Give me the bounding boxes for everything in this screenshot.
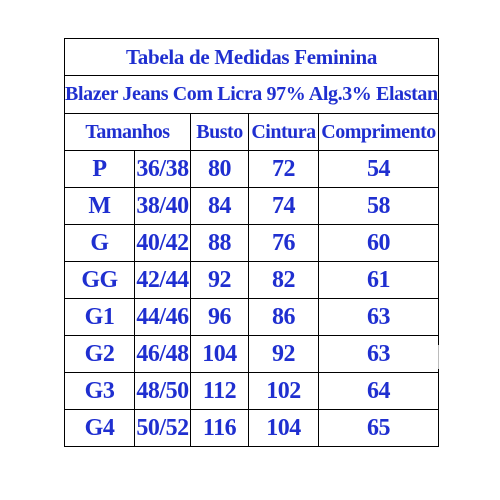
range-cell: 50/52 — [134, 409, 191, 447]
table-row: G3 48/50 112 102 64 — [64, 372, 440, 410]
header-comprimento: Comprimento — [317, 113, 440, 151]
table-row: G4 50/52 116 104 65 — [64, 409, 440, 447]
header-row: Tamanhos Busto Cintura Comprimento — [64, 113, 440, 151]
divider — [438, 345, 439, 369]
range-cell: 36/38 — [134, 150, 191, 188]
busto-cell: 84 — [190, 187, 249, 225]
cintura-cell: 82 — [248, 261, 319, 299]
comprimento-cell: 61 — [317, 261, 440, 299]
cintura-cell: 92 — [248, 335, 319, 373]
cintura-cell: 76 — [248, 224, 319, 262]
size-chart-table: Tabela de Medidas Feminina Blazer Jeans … — [63, 38, 440, 447]
table-row: G1 44/46 96 86 63 — [64, 298, 440, 336]
comprimento-cell: 58 — [317, 187, 440, 225]
cintura-cell: 102 — [248, 372, 319, 410]
busto-cell: 80 — [190, 150, 249, 188]
cintura-cell: 72 — [248, 150, 319, 188]
range-cell: 48/50 — [134, 372, 191, 410]
busto-cell: 104 — [190, 335, 249, 373]
comprimento-cell: 63 — [317, 335, 440, 373]
size-cell: G4 — [64, 409, 135, 447]
busto-cell: 88 — [190, 224, 249, 262]
busto-cell: 96 — [190, 298, 249, 336]
table-row: G 40/42 88 76 60 — [64, 224, 440, 262]
table-title: Tabela de Medidas Feminina — [63, 38, 440, 76]
subtitle-row: Blazer Jeans Com Licra 97% Alg.3% Elasta… — [63, 75, 440, 114]
busto-cell: 112 — [190, 372, 249, 410]
table-row: P 36/38 80 72 54 — [64, 150, 440, 188]
size-cell: G — [64, 224, 135, 262]
size-cell: GG — [64, 261, 135, 299]
cintura-cell: 86 — [248, 298, 319, 336]
size-cell: M — [64, 187, 135, 225]
comprimento-cell: 64 — [317, 372, 440, 410]
size-cell: G1 — [64, 298, 135, 336]
comprimento-cell: 65 — [317, 409, 440, 447]
range-cell: 46/48 — [134, 335, 191, 373]
title-row: Tabela de Medidas Feminina — [63, 38, 440, 76]
comprimento-cell: 60 — [317, 224, 440, 262]
range-cell: 38/40 — [134, 187, 191, 225]
comprimento-cell: 63 — [317, 298, 440, 336]
table-row: GG 42/44 92 82 61 — [64, 261, 440, 299]
range-cell: 40/42 — [134, 224, 191, 262]
cintura-cell: 104 — [248, 409, 319, 447]
table-subtitle: Blazer Jeans Com Licra 97% Alg.3% Elasta… — [63, 75, 440, 114]
header-busto: Busto — [190, 113, 249, 151]
range-cell: 44/46 — [134, 298, 191, 336]
size-cell: G3 — [64, 372, 135, 410]
table-row: G2 46/48 104 92 63 — [64, 335, 440, 373]
size-cell: G2 — [64, 335, 135, 373]
busto-cell: 116 — [190, 409, 249, 447]
header-tamanhos: Tamanhos — [64, 113, 191, 151]
table-row: M 38/40 84 74 58 — [64, 187, 440, 225]
range-cell: 42/44 — [134, 261, 191, 299]
size-cell: P — [64, 150, 135, 188]
cintura-cell: 74 — [248, 187, 319, 225]
busto-cell: 92 — [190, 261, 249, 299]
comprimento-cell: 54 — [317, 150, 440, 188]
header-cintura: Cintura — [248, 113, 319, 151]
